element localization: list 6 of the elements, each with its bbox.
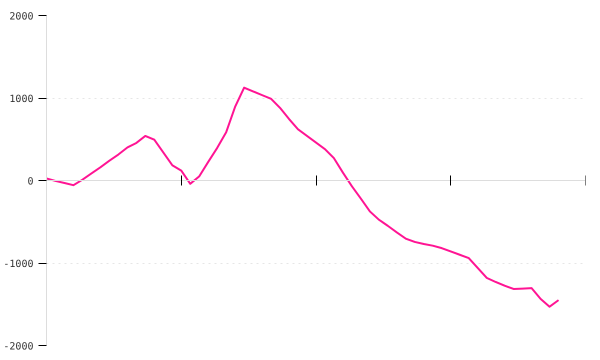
y-tick-label: 2000 bbox=[9, 12, 34, 22]
y-tick-label: -2000 bbox=[3, 342, 34, 352]
y-tick-label: -1000 bbox=[3, 259, 34, 270]
y-tick-label: 0 bbox=[27, 176, 34, 188]
line-series bbox=[46, 86, 560, 308]
y-tick-label: 1000 bbox=[9, 94, 34, 105]
